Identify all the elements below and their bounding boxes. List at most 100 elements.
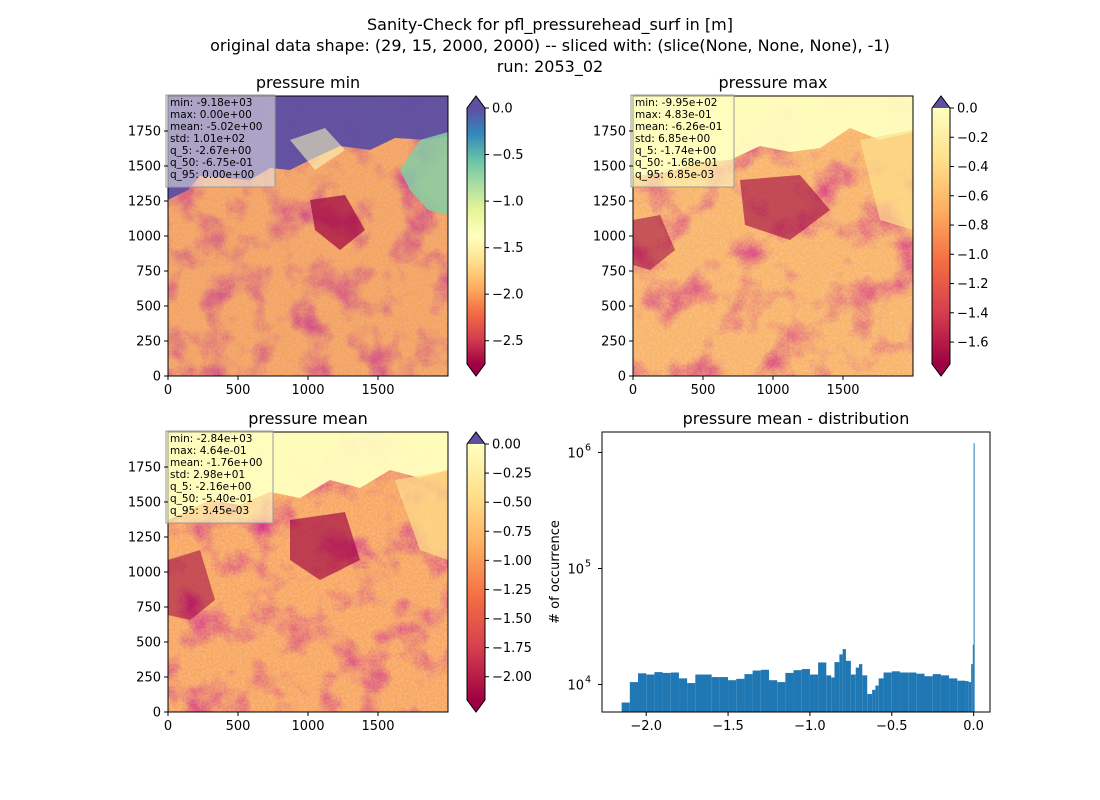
y-tick-label: 0 xyxy=(153,370,161,385)
x-tick-label: −1.0 xyxy=(794,719,826,734)
histogram-bar xyxy=(670,672,679,712)
colorbar-tick-label: −1.75 xyxy=(492,641,532,656)
y-tick-label: 10 xyxy=(567,562,584,577)
histogram-bar xyxy=(654,672,663,712)
histogram-bar xyxy=(855,667,860,712)
stats-box-pressure-mean: min: -2.84e+03 max: 4.64e-01 mean: -1.76… xyxy=(165,430,274,524)
y-tick-exponent: 5 xyxy=(585,558,591,569)
y-tick-label: 1000 xyxy=(128,566,161,581)
colorbar-tick-label: −0.6 xyxy=(957,189,989,204)
colorbar-tick-label: −0.75 xyxy=(492,525,532,540)
axes-pressure-min: 0 500 1000 1500 0 250 500 750 1000 1250 1500 1750 xyxy=(128,125,395,399)
stat-line: q_50: -1.68e-01 xyxy=(635,157,718,169)
y-tick-label: 1000 xyxy=(128,230,161,245)
histogram-bar xyxy=(968,682,972,712)
stat-line: q_5: -1.74e+00 xyxy=(635,145,716,157)
figure-title-line-2: original data shape: (29, 15, 2000, 2000… xyxy=(210,36,890,55)
stats-box-pressure-min: min: -9.18e+03 max: 0.00e+00 mean: -5.02… xyxy=(165,94,276,188)
y-tick-label: 1750 xyxy=(128,461,161,476)
colorbar-tick-label: −1.2 xyxy=(957,277,989,292)
colorbar-extend-top xyxy=(467,96,485,108)
y-tick-exponent: 6 xyxy=(585,442,591,453)
y-tick-label: 750 xyxy=(601,265,626,280)
panel-pressure-mean: pressure mean min: -2.84e+03 max: 4.64e-… xyxy=(128,409,532,734)
colorbar-pressure-min: 0.0 −0.5 −1.0 −1.5 −2.0 −2.5 xyxy=(466,95,524,377)
histogram-bar xyxy=(862,675,868,712)
panel-title-distribution: pressure mean - distribution xyxy=(683,409,910,428)
histogram-bar xyxy=(971,664,973,712)
histogram-bar xyxy=(899,672,909,712)
histogram-bar xyxy=(646,674,655,712)
histogram-bar xyxy=(965,681,969,712)
histogram-bar xyxy=(845,660,851,712)
stat-line: std: 2.98e+01 xyxy=(170,469,245,481)
histogram-bar xyxy=(924,676,933,712)
x-tick-label: −0.5 xyxy=(876,719,908,734)
stat-line: q_5: -2.67e+00 xyxy=(170,145,251,157)
histogram-bar xyxy=(629,682,639,712)
y-tick-label: 1750 xyxy=(128,125,161,140)
y-tick-label: 500 xyxy=(136,300,161,315)
histogram-bar xyxy=(801,669,810,712)
histogram-bar xyxy=(662,672,671,712)
histogram-bar xyxy=(872,689,876,712)
colorbar-extend-bottom xyxy=(932,364,950,376)
histogram-bar xyxy=(768,680,778,712)
colorbar-pressure-mean: 0.00 −0.25 −0.50 −0.75 −1.00 −1.25 −1.50 −1.75 −… xyxy=(466,431,532,713)
y-tick-label: 500 xyxy=(601,300,626,315)
colorbar-tick-label: −1.25 xyxy=(492,583,532,598)
colorbar-tick-label: −1.0 xyxy=(492,195,524,210)
histogram-bar xyxy=(687,683,696,712)
histogram-bar xyxy=(785,672,794,712)
stat-line: std: 6.85e+00 xyxy=(635,133,710,145)
y-tick-label: 250 xyxy=(136,671,161,686)
colorbar-extend-bottom xyxy=(467,700,485,712)
panel-title-pressure-min: pressure min xyxy=(256,73,360,92)
axes-pressure-max: 0 500 1000 1500 0 250 500 750 1000 1250 1500 1750 xyxy=(593,125,860,399)
colorbar-extend-bottom xyxy=(467,364,485,376)
histogram-bar xyxy=(818,662,827,712)
x-tick-label: 1000 xyxy=(291,383,324,398)
y-tick-label: 250 xyxy=(601,335,626,350)
colorbar-tick-label: 0.0 xyxy=(957,102,978,117)
stat-line: max: 4.64e-01 xyxy=(170,445,247,457)
histogram-bar xyxy=(891,671,900,712)
figure-title-line-1: Sanity-Check for pfl_pressurehead_surf i… xyxy=(367,15,733,35)
stats-box-pressure-max: min: -9.95e+02 max: 4.83e-01 mean: -6.26… xyxy=(630,94,735,188)
histogram-bar xyxy=(842,649,846,712)
stat-line: max: 0.00e+00 xyxy=(170,109,252,121)
y-tick-label: 1000 xyxy=(593,230,626,245)
x-tick-label: 0 xyxy=(164,383,172,398)
stat-line: max: 4.83e-01 xyxy=(635,109,712,121)
x-tick-label: 1500 xyxy=(826,383,859,398)
histogram-bar xyxy=(850,674,856,712)
colorbar-tick-label: −1.4 xyxy=(957,306,989,321)
histogram-bar xyxy=(719,677,729,712)
histogram-bar xyxy=(973,443,975,712)
histogram-bar xyxy=(678,678,688,712)
colorbar-tick-label: −1.0 xyxy=(957,248,989,263)
histogram-bar xyxy=(826,675,832,712)
stat-line: q_95: 6.85e-03 xyxy=(635,169,714,181)
colorbar-extend-top xyxy=(932,96,950,108)
colorbar-tick-label: −0.4 xyxy=(957,160,989,175)
histogram-bar xyxy=(638,673,647,712)
colorbar-tick-label: −2.5 xyxy=(492,334,524,349)
histogram-bar xyxy=(883,672,892,712)
y-tick-label: 1500 xyxy=(128,160,161,175)
y-tick-label: 10 xyxy=(567,679,584,694)
panel-title-pressure-mean: pressure mean xyxy=(248,409,368,428)
histogram-bar xyxy=(916,673,925,712)
y-tick-label: 0 xyxy=(153,706,161,721)
histogram-bar xyxy=(703,674,712,712)
y-tick-label: 500 xyxy=(136,636,161,651)
histogram-bar xyxy=(839,654,843,712)
histogram-bar xyxy=(728,680,737,712)
histogram-bar xyxy=(695,674,704,712)
colorbar-tick-label: −1.00 xyxy=(492,554,532,569)
histogram-bar xyxy=(744,674,753,712)
panel-pressure-max: pressure max min: -9.95e+02 max: 4.83e-0… xyxy=(593,73,989,398)
x-tick-label: 500 xyxy=(226,719,251,734)
stat-line: mean: -5.02e+00 xyxy=(170,121,262,133)
